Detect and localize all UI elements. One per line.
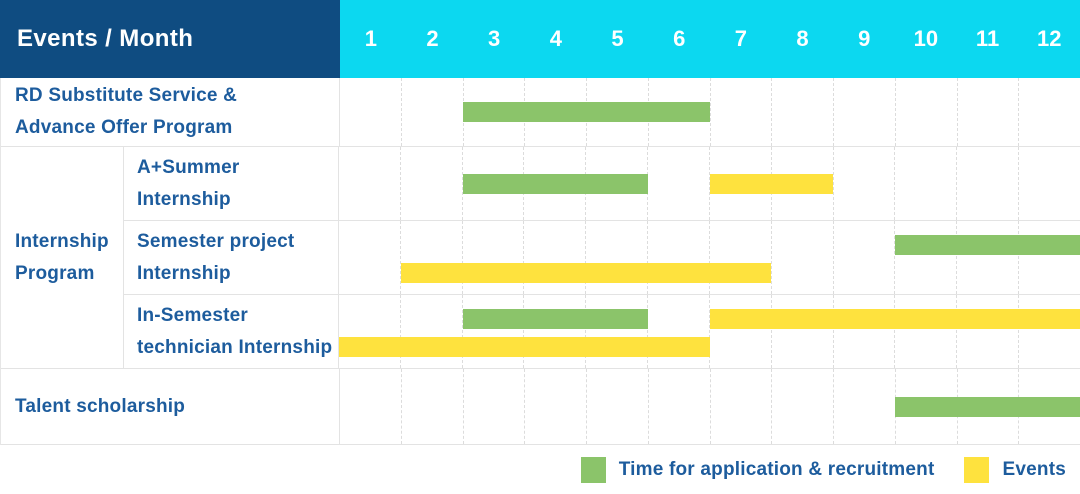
table-body: RD Substitute Service & Advance Offer Pr… — [0, 78, 1080, 445]
table-header-row: Events / Month 1 2 3 4 5 6 7 8 9 10 11 12 — [0, 0, 1080, 78]
legend-label-events: Events — [1002, 459, 1066, 480]
row-timeline-talent-scholarship — [340, 369, 1080, 444]
month-header-cell: 3 — [488, 26, 501, 51]
table-row-rd-substitute: RD Substitute Service & Advance Offer Pr… — [1, 78, 1080, 147]
month-header-cell: 1 — [364, 26, 377, 51]
month-gridlines — [339, 295, 1080, 368]
events-color-swatch — [964, 457, 990, 483]
month-header-cell: 12 — [1036, 26, 1062, 51]
month-header-row: 1 2 3 4 5 6 7 8 9 10 11 12 — [340, 0, 1080, 78]
row-label-in-semester-technician: In-Semester technician Internship — [124, 295, 339, 368]
row-label-semester-project: Semester project Internship — [124, 221, 339, 294]
table-row-in-semester-technician: In-Semester technician Internship — [124, 295, 1080, 368]
month-header-cell: 4 — [549, 26, 562, 51]
legend: Time for application & recruitment Event… — [0, 457, 1080, 483]
row-label-a-plus-summer: A+Summer Internship — [124, 147, 339, 220]
month-header-cell: 9 — [858, 26, 871, 51]
gantt-bar-event — [400, 263, 772, 283]
gantt-bar-recruitment — [895, 396, 1080, 417]
gantt-bar-recruitment — [463, 102, 710, 122]
month-header-cell: 5 — [611, 26, 624, 51]
month-gridlines — [339, 221, 1080, 294]
month-gridlines — [340, 78, 1080, 146]
gantt-bar-event — [339, 337, 710, 357]
month-header-cell: 11 — [975, 26, 1000, 51]
gantt-bar-recruitment — [462, 309, 648, 329]
events-month-header-cell: Events / Month — [0, 0, 340, 78]
table-row-semester-project: Semester project Internship — [124, 221, 1080, 295]
recruitment-color-swatch — [580, 457, 606, 483]
gantt-bar-recruitment — [894, 235, 1080, 255]
legend-label-recruitment: Time for application & recruitment — [618, 459, 935, 480]
row-timeline-in-semester-technician — [339, 295, 1080, 368]
month-header-cell: 8 — [796, 26, 809, 51]
gantt-bar-event — [709, 309, 1080, 329]
table-row-talent-scholarship: Talent scholarship — [1, 369, 1080, 445]
table-row-a-plus-summer: A+Summer Internship — [124, 147, 1080, 221]
row-timeline-a-plus-summer — [339, 147, 1080, 220]
month-header-cell: 7 — [734, 26, 747, 51]
month-header-cell: 2 — [426, 26, 439, 51]
group-label-internship-program: Internship Program — [1, 147, 124, 368]
row-label-rd-substitute: RD Substitute Service & Advance Offer Pr… — [1, 78, 340, 146]
legend-item-recruitment: Time for application & recruitment — [580, 457, 935, 483]
month-header-cell: 10 — [913, 26, 939, 51]
legend-item-events: Events — [964, 457, 1066, 483]
gantt-bar-event — [709, 173, 833, 194]
gantt-bar-recruitment — [462, 173, 648, 194]
row-timeline-semester-project — [339, 221, 1080, 294]
internship-program-group: Internship Program A+Summer Internship S… — [1, 147, 1080, 369]
month-header-cell: 6 — [673, 26, 686, 51]
row-timeline-rd-substitute — [340, 78, 1080, 146]
events-gantt-table: Events / Month 1 2 3 4 5 6 7 8 9 10 11 12 RD Substi… — [0, 0, 1080, 445]
row-label-talent-scholarship: Talent scholarship — [1, 369, 340, 444]
internship-program-subrows: A+Summer Internship Semester project Int… — [124, 147, 1080, 368]
